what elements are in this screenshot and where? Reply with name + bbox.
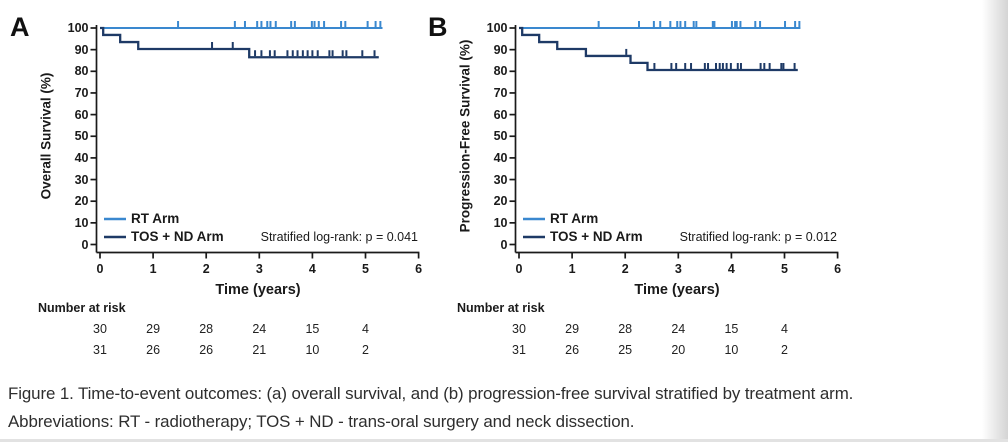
censor-ticks [211,42,376,57]
censor-ticks [597,21,801,27]
panel-b-x-axis-title: Time (years) [634,282,720,298]
panel-b-legend-rt-arm: RT Arm [550,211,599,226]
panel-b-plot [509,21,839,259]
survival-curve-rt-arm [100,21,383,221]
x-tick-label: 0 [515,262,523,276]
x-tick-label: 6 [415,262,423,276]
axes [90,25,420,259]
y-tick-label: 30 [74,172,89,187]
risk-count: 25 [618,343,633,357]
panel-b-logrank-p-value: Stratified log-rank: p = 0.012 [679,230,837,244]
survival-curve-rt-arm [519,21,801,221]
risk-count: 26 [146,343,161,357]
y-tick-label: 0 [81,237,89,252]
risk-count: 28 [199,322,214,336]
risk-count: 26 [565,343,580,357]
y-tick-label: 60 [493,107,508,122]
risk-count: 28 [618,322,633,336]
x-tick-label: 3 [674,262,682,276]
survival-curve-tos-nd-arm [519,26,798,239]
risk-count: 2 [781,343,788,357]
panel-a-x-axis-title: Time (years) [215,282,301,298]
panel-a-legend-rt-arm: RT Arm [131,211,180,226]
y-tick-label: 80 [74,64,89,79]
y-tick-label: 20 [74,194,89,209]
y-tick-label: 100 [486,21,508,35]
x-tick-label: 4 [308,262,316,276]
risk-count: 15 [305,322,320,336]
panel-b-y-axis-title: Progression-Free Survival (%) [457,39,473,233]
panel-a-logrank-p-value: Stratified log-rank: p = 0.041 [260,230,418,244]
figure-caption-line-2: Abbreviations: RT - radiotherapy; TOS + … [8,412,635,431]
x-tick-label: 1 [149,262,157,276]
axes [509,25,839,259]
panel-b-number-at-risk-label: Number at risk [457,301,545,315]
y-tick-label: 90 [74,42,89,57]
y-tick-label: 10 [493,215,508,230]
censor-ticks [625,48,796,70]
risk-count: 26 [199,343,214,357]
panel-a-number-at-risk-label: Number at risk [38,301,126,315]
y-tick-label: 70 [74,85,89,100]
risk-count: 30 [512,322,526,336]
panel-a-legend-tos-nd-arm: TOS + ND Arm [131,229,224,244]
y-tick-label: 10 [74,215,89,230]
risk-count: 24 [252,322,267,336]
panel-a-plot [90,21,420,259]
risk-count: 15 [724,322,739,336]
y-tick-label: 60 [74,107,89,122]
y-tick-label: 40 [74,150,89,165]
risk-count: 10 [305,343,320,357]
y-tick-label: 30 [493,172,508,187]
y-tick-label: 50 [74,129,89,144]
censor-ticks [177,21,382,27]
y-tick-label: 40 [493,150,508,165]
y-tick-label: 20 [493,194,508,209]
survival-curve-tos-nd-arm [100,26,379,239]
risk-count: 4 [362,322,369,336]
risk-count: 31 [93,343,107,357]
risk-count: 29 [146,322,161,336]
risk-count: 30 [93,322,107,336]
x-tick-label: 0 [96,262,104,276]
risk-count: 2 [362,343,369,357]
y-tick-label: 50 [493,129,508,144]
km-plots-canvas [90,21,839,259]
panel-a-label: A [10,12,30,42]
risk-count: 20 [671,343,686,357]
page-bottom-edge [0,439,1008,442]
x-tick-label: 5 [362,262,369,276]
y-tick-label: 100 [67,21,89,35]
x-tick-label: 3 [255,262,263,276]
y-tick-label: 80 [493,64,508,79]
y-tick-label: 0 [500,237,508,252]
x-tick-label: 6 [834,262,842,276]
risk-count: 4 [781,322,788,336]
panel-b-legend-tos-nd-arm: TOS + ND Arm [550,229,643,244]
risk-count: 10 [724,343,739,357]
panel-a-y-axis-title: Overall Survival (%) [38,72,54,200]
x-tick-label: 2 [202,262,210,276]
y-tick-label: 70 [493,85,508,100]
risk-count: 24 [671,322,686,336]
risk-count: 21 [252,343,267,357]
y-tick-label: 90 [493,42,508,57]
panel-b-label: B [428,12,448,42]
page-edge-shadow [982,0,1008,442]
x-tick-label: 2 [621,262,629,276]
x-tick-label: 5 [781,262,788,276]
figure-caption-line-1: Figure 1. Time-to-event outcomes: (a) ov… [8,384,854,403]
x-tick-label: 1 [568,262,576,276]
risk-count: 29 [565,322,580,336]
risk-count: 31 [512,343,526,357]
x-tick-label: 4 [727,262,735,276]
